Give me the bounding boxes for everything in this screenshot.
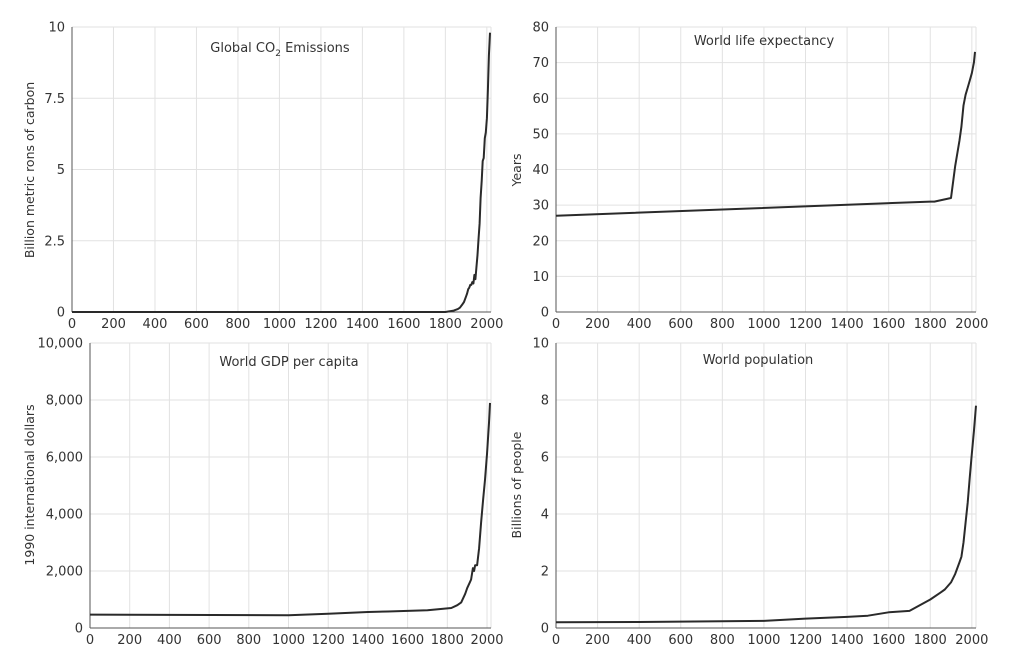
series-line — [89, 402, 491, 617]
x-tick-label: 1200 — [312, 633, 345, 648]
x-tick-label: 600 — [668, 317, 693, 332]
chart-title-text: World GDP per capita — [219, 355, 358, 370]
x-tick-label: 600 — [197, 633, 222, 648]
x-tick-label: 1000 — [263, 317, 296, 332]
chart-panel-1: 0 200 400 600 800 1000 1200 1400 1600 1800 2000 0 2.… — [22, 21, 503, 333]
x-tick-label: 400 — [157, 633, 182, 648]
x-tick-label: 2000 — [955, 633, 988, 648]
x-tick-label: 1400 — [346, 317, 379, 332]
x-tick-label: 200 — [117, 633, 142, 648]
y-tick-label: 10 — [48, 21, 65, 36]
x-tick-label: 600 — [184, 317, 209, 332]
x-tick-label: 2000 — [470, 633, 503, 648]
x-tick-label: 1800 — [914, 317, 947, 332]
x-tick-label: 400 — [627, 317, 652, 332]
y-tick-label: 40 — [532, 163, 549, 178]
y-tick-label: 4 — [541, 508, 549, 523]
y-tick-label: 2,000 — [46, 565, 83, 580]
x-tick-label: 1400 — [831, 633, 864, 648]
y-tick-label: 60 — [532, 92, 549, 107]
chart-title-subscript: 2 — [275, 49, 281, 59]
x-tick-label: 2000 — [470, 317, 503, 332]
x-tick-label: 1000 — [747, 317, 780, 332]
x-tick-label: 1600 — [387, 317, 420, 332]
y-tick-label: 0 — [541, 622, 549, 637]
x-tick-label: 2000 — [955, 317, 988, 332]
x-tick-label: 1600 — [872, 317, 905, 332]
x-tick-label: 800 — [236, 633, 261, 648]
chart-title-text: World life expectancy — [694, 34, 835, 49]
x-tick-label: 0 — [552, 317, 560, 332]
chart-panel-3: 0 200 400 600 800 1000 1200 1400 1600 1800 2000 0 2,… — [22, 337, 504, 649]
x-tick-label: 800 — [710, 633, 735, 648]
x-tick-label: 1200 — [789, 317, 822, 332]
x-tick-label: 1200 — [789, 633, 822, 648]
series-line — [72, 32, 491, 313]
series-line — [555, 51, 976, 217]
chart-title-text: Global CO — [210, 41, 275, 56]
x-tick-label: 200 — [585, 317, 610, 332]
x-tick-label: 1800 — [431, 633, 464, 648]
y-tick-label: 30 — [532, 199, 549, 214]
y-tick-label: 8 — [541, 394, 549, 409]
chart-title: Global CO2 Emissions — [210, 41, 350, 59]
chart-title-text: World population — [703, 353, 814, 368]
x-tick-label: 1000 — [272, 633, 305, 648]
chart-title: World population — [703, 353, 814, 368]
x-tick-label: 400 — [143, 317, 168, 332]
y-axis-label: Billions of people — [509, 431, 524, 538]
y-tick-label: 0 — [57, 306, 65, 321]
y-axis-label: Billion metric rons of carbon — [22, 82, 37, 258]
series-line — [555, 405, 977, 624]
y-tick-label: 2 — [541, 565, 549, 580]
x-tick-label: 1800 — [914, 633, 947, 648]
y-tick-label: 0 — [75, 622, 83, 637]
y-axis-label: Years — [509, 154, 524, 188]
y-tick-label: 50 — [532, 127, 549, 142]
y-axis-label: 1990 international dollars — [22, 404, 37, 565]
y-tick-label: 8,000 — [46, 394, 83, 409]
x-tick-label: 200 — [585, 633, 610, 648]
x-tick-label: 0 — [552, 633, 560, 648]
x-tick-label: 0 — [68, 317, 76, 332]
x-tick-label: 800 — [226, 317, 251, 332]
x-tick-label: 1600 — [872, 633, 905, 648]
y-tick-label: 7.5 — [44, 92, 65, 107]
x-tick-label: 1800 — [429, 317, 462, 332]
y-tick-label: 10 — [532, 270, 549, 285]
chart-title: World GDP per capita — [219, 355, 358, 370]
y-tick-label: 70 — [532, 56, 549, 71]
y-tick-label: 6 — [541, 451, 549, 466]
y-tick-label: 5 — [57, 163, 65, 178]
y-tick-label: 0 — [541, 306, 549, 321]
chart-panel-4: 0 200 400 600 800 1000 1200 1400 1600 1800 2000 0 2 4… — [509, 337, 988, 649]
x-tick-label: 1400 — [831, 317, 864, 332]
chart-title-rest: Emissions — [281, 41, 350, 56]
y-tick-label: 2.5 — [44, 234, 65, 249]
y-tick-label: 80 — [532, 21, 549, 36]
y-tick-label: 10 — [532, 337, 549, 352]
x-tick-label: 1000 — [747, 633, 780, 648]
y-tick-label: 10,000 — [38, 337, 84, 352]
x-tick-label: 1400 — [351, 633, 384, 648]
chart-title: World life expectancy — [694, 34, 835, 49]
y-tick-label: 6,000 — [46, 451, 83, 466]
x-tick-label: 200 — [101, 317, 126, 332]
chart-panel-2: 0 200 400 600 800 1000 1200 1400 1600 1800 2000 0 10… — [509, 21, 988, 333]
y-tick-label: 4,000 — [46, 508, 83, 523]
x-tick-label: 1600 — [391, 633, 424, 648]
x-tick-label: 400 — [627, 633, 652, 648]
x-tick-label: 1200 — [304, 317, 337, 332]
x-tick-label: 600 — [668, 633, 693, 648]
x-tick-label: 800 — [710, 317, 735, 332]
y-tick-label: 20 — [532, 234, 549, 249]
x-tick-label: 0 — [86, 633, 94, 648]
